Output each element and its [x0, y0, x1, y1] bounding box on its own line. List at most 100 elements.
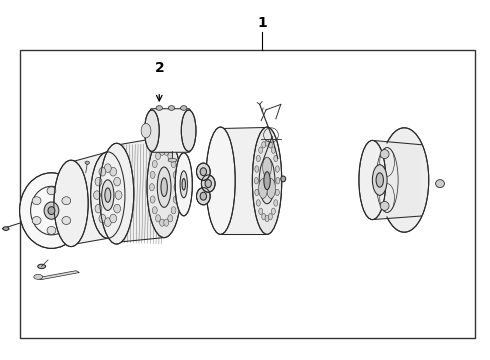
- Ellipse shape: [104, 218, 111, 226]
- Ellipse shape: [147, 137, 181, 238]
- Ellipse shape: [173, 196, 178, 203]
- Ellipse shape: [168, 215, 172, 222]
- Ellipse shape: [196, 163, 210, 180]
- Ellipse shape: [175, 153, 192, 216]
- Ellipse shape: [164, 219, 169, 226]
- Ellipse shape: [267, 179, 275, 198]
- Ellipse shape: [271, 147, 275, 153]
- Ellipse shape: [110, 167, 117, 176]
- Ellipse shape: [156, 152, 161, 159]
- Ellipse shape: [276, 177, 280, 184]
- Ellipse shape: [149, 184, 154, 191]
- Ellipse shape: [34, 274, 43, 279]
- Ellipse shape: [259, 208, 263, 215]
- Ellipse shape: [152, 161, 157, 168]
- Polygon shape: [71, 152, 108, 245]
- Ellipse shape: [256, 155, 260, 162]
- Ellipse shape: [171, 207, 176, 214]
- Ellipse shape: [156, 106, 163, 111]
- Ellipse shape: [48, 207, 55, 215]
- FancyBboxPatch shape: [150, 109, 190, 152]
- Ellipse shape: [114, 177, 121, 186]
- Ellipse shape: [20, 173, 83, 248]
- Ellipse shape: [95, 204, 102, 213]
- Ellipse shape: [47, 187, 56, 195]
- Ellipse shape: [114, 204, 121, 213]
- Ellipse shape: [171, 161, 176, 168]
- Ellipse shape: [168, 158, 177, 162]
- Ellipse shape: [174, 184, 179, 191]
- Ellipse shape: [110, 214, 117, 223]
- Text: 2: 2: [154, 62, 164, 75]
- Ellipse shape: [115, 191, 122, 199]
- Ellipse shape: [262, 213, 266, 220]
- Ellipse shape: [255, 189, 259, 195]
- Ellipse shape: [359, 140, 386, 220]
- Ellipse shape: [54, 160, 88, 247]
- Ellipse shape: [156, 215, 161, 222]
- Ellipse shape: [206, 127, 235, 234]
- Polygon shape: [117, 137, 164, 242]
- Ellipse shape: [32, 217, 41, 225]
- Ellipse shape: [201, 175, 215, 192]
- Ellipse shape: [38, 264, 46, 269]
- Ellipse shape: [265, 140, 269, 146]
- Ellipse shape: [181, 110, 196, 152]
- Ellipse shape: [169, 106, 174, 111]
- Ellipse shape: [161, 178, 168, 197]
- Ellipse shape: [141, 123, 151, 138]
- Ellipse shape: [47, 226, 56, 234]
- Ellipse shape: [259, 147, 263, 153]
- Ellipse shape: [102, 180, 114, 211]
- Ellipse shape: [264, 172, 270, 190]
- Ellipse shape: [160, 148, 165, 156]
- Ellipse shape: [200, 192, 207, 200]
- Ellipse shape: [274, 200, 278, 206]
- Polygon shape: [37, 271, 79, 280]
- Ellipse shape: [44, 202, 59, 219]
- Ellipse shape: [252, 127, 282, 234]
- Ellipse shape: [255, 166, 259, 172]
- Ellipse shape: [263, 157, 271, 177]
- Ellipse shape: [3, 227, 9, 230]
- Bar: [20, 50, 475, 338]
- Polygon shape: [372, 140, 421, 220]
- Ellipse shape: [173, 171, 178, 179]
- Ellipse shape: [160, 219, 165, 226]
- Ellipse shape: [85, 161, 89, 164]
- Ellipse shape: [274, 155, 278, 162]
- Ellipse shape: [99, 214, 106, 223]
- Ellipse shape: [436, 180, 444, 188]
- Ellipse shape: [152, 207, 157, 214]
- Ellipse shape: [168, 152, 172, 159]
- Ellipse shape: [275, 189, 279, 195]
- Polygon shape: [220, 127, 267, 234]
- Ellipse shape: [259, 179, 268, 198]
- Ellipse shape: [62, 197, 71, 204]
- Ellipse shape: [145, 110, 159, 152]
- Ellipse shape: [180, 171, 188, 198]
- Ellipse shape: [254, 177, 258, 184]
- Ellipse shape: [104, 164, 111, 172]
- Ellipse shape: [265, 215, 269, 222]
- Ellipse shape: [91, 152, 125, 238]
- Ellipse shape: [94, 191, 100, 199]
- Ellipse shape: [259, 158, 275, 204]
- Ellipse shape: [62, 217, 71, 225]
- Ellipse shape: [32, 197, 41, 204]
- Ellipse shape: [269, 141, 272, 148]
- Ellipse shape: [380, 202, 389, 210]
- Ellipse shape: [281, 176, 286, 182]
- Ellipse shape: [99, 143, 134, 244]
- Ellipse shape: [376, 173, 384, 187]
- Ellipse shape: [95, 177, 102, 186]
- Ellipse shape: [262, 141, 266, 148]
- Ellipse shape: [150, 196, 155, 203]
- Ellipse shape: [99, 167, 106, 176]
- Ellipse shape: [269, 213, 272, 220]
- Ellipse shape: [150, 171, 155, 179]
- Ellipse shape: [182, 179, 185, 190]
- Ellipse shape: [372, 165, 387, 195]
- Text: 1: 1: [257, 17, 267, 30]
- Ellipse shape: [200, 168, 207, 176]
